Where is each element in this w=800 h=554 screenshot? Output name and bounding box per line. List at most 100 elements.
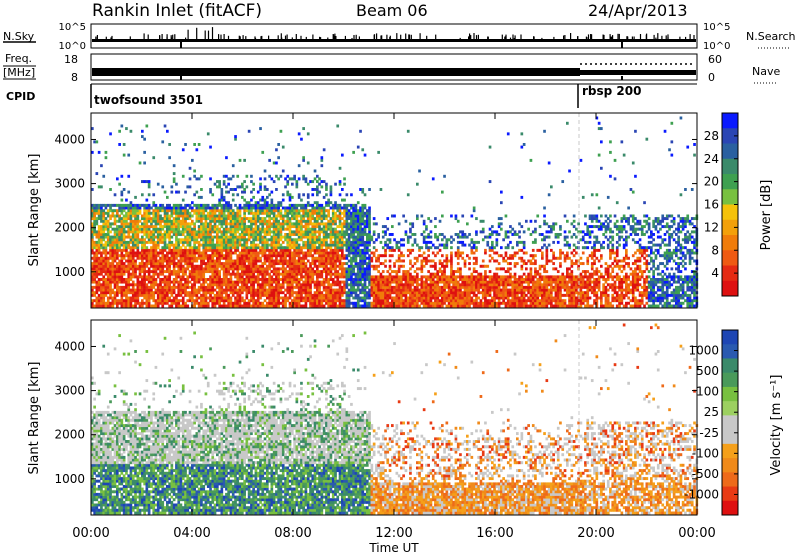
heatmap-cell <box>345 283 349 287</box>
heatmap-cell <box>263 177 267 181</box>
heatmap-cell <box>204 233 208 236</box>
heatmap-cell <box>302 177 305 181</box>
heatmap-cell <box>218 275 221 279</box>
heatmap-cell <box>306 225 310 229</box>
heatmap-cell <box>334 240 337 244</box>
heatmap-cell <box>288 254 292 258</box>
heatmap-cell <box>243 217 246 221</box>
heatmap-cell <box>150 233 153 236</box>
heatmap-cell <box>361 299 365 303</box>
nsky-series <box>92 27 696 48</box>
heatmap-cell <box>300 267 303 271</box>
heatmap-cell <box>125 299 128 303</box>
heatmap-cell <box>106 225 110 229</box>
heatmap-cell <box>297 225 301 229</box>
heatmap-cell <box>134 259 137 263</box>
heatmap-cell <box>120 124 124 128</box>
heatmap-cell <box>327 211 330 215</box>
heatmap-cell <box>288 291 292 295</box>
heatmap-cell <box>134 211 137 215</box>
heatmap-cell <box>406 193 410 197</box>
heatmap-cell <box>300 275 303 279</box>
heatmap-cell <box>413 304 417 308</box>
heatmap-cell <box>352 235 355 239</box>
heatmap-cell <box>109 235 112 239</box>
heatmap-cell <box>95 211 99 215</box>
heatmap-cell <box>186 264 190 268</box>
heatmap-cell <box>331 283 335 287</box>
heatmap-cell <box>266 214 269 218</box>
heatmap-cell <box>97 288 101 292</box>
heatmap-cell <box>304 211 308 215</box>
heatmap-cell <box>156 283 160 287</box>
heatmap-cell <box>213 304 217 308</box>
heatmap-cell <box>336 288 340 292</box>
heatmap-cell <box>361 259 365 263</box>
heatmap-cell <box>220 203 224 207</box>
heatmap-cell <box>252 219 255 223</box>
heatmap-cell <box>341 254 344 258</box>
heatmap-cell <box>366 240 369 244</box>
heatmap-cell <box>125 219 128 223</box>
heatmap-cell <box>204 214 208 218</box>
heatmap-cell <box>320 275 324 279</box>
heatmap-cell <box>93 254 96 258</box>
heatmap-cell <box>113 264 117 268</box>
heatmap-cell <box>336 246 340 250</box>
heatmap-cell <box>259 127 262 131</box>
heatmap-cell <box>113 233 117 236</box>
heatmap-cell <box>247 264 251 268</box>
heatmap-cell <box>131 240 135 244</box>
heatmap-cell <box>102 227 106 231</box>
heatmap-cell <box>325 259 328 263</box>
heatmap-cell <box>261 272 265 276</box>
heatmap-cell <box>311 240 315 244</box>
heatmap-cell <box>404 304 408 308</box>
heatmap-cell <box>316 211 319 215</box>
heatmap-cell <box>104 301 108 305</box>
heatmap-cell <box>297 291 301 295</box>
heatmap-cell <box>288 296 292 300</box>
heatmap-cell <box>275 283 278 287</box>
heatmap-cell <box>225 296 228 300</box>
heatmap-cell <box>143 230 146 234</box>
heatmap-cell <box>95 267 99 271</box>
heatmap-cell <box>175 211 178 215</box>
heatmap-cell <box>127 267 131 271</box>
heatmap-cell <box>247 278 251 281</box>
heatmap-cell <box>159 291 162 295</box>
heatmap-cell <box>247 201 251 205</box>
heatmap-cell <box>138 275 142 279</box>
heatmap-cell <box>234 222 237 226</box>
nsky-spike <box>419 33 421 40</box>
heatmap-cell <box>245 217 249 221</box>
heatmap-cell <box>295 304 299 308</box>
nsky-panel: N.Sky 10^5 10^0 10^5 10^0 N.Search <box>3 22 796 52</box>
heatmap-cell <box>413 238 417 242</box>
heatmap-cell <box>311 296 315 300</box>
heatmap-cell <box>202 262 206 266</box>
heatmap-cell <box>413 299 417 303</box>
heatmap-cell <box>386 270 390 274</box>
heatmap-cell <box>134 206 137 210</box>
heatmap-cell <box>286 272 290 276</box>
heatmap-cell <box>216 240 219 244</box>
heatmap-cell <box>366 285 369 289</box>
heatmap-cell <box>254 293 258 297</box>
heatmap-cell <box>359 230 362 234</box>
heatmap-cell <box>406 278 410 281</box>
heatmap-cell <box>375 293 378 297</box>
heatmap-cell <box>411 248 415 252</box>
heatmap-cell <box>97 256 101 260</box>
heatmap-cell <box>147 217 151 221</box>
heatmap-cell <box>361 248 365 252</box>
heatmap-cell <box>93 211 96 215</box>
heatmap-cell <box>270 259 274 263</box>
heatmap-cell <box>170 256 174 260</box>
heatmap-cell <box>184 206 187 210</box>
heatmap-cell <box>304 227 308 231</box>
heatmap-cell <box>109 217 112 221</box>
heatmap-cell <box>318 296 321 300</box>
heatmap-cell <box>329 251 333 255</box>
heatmap-cell <box>116 278 119 281</box>
